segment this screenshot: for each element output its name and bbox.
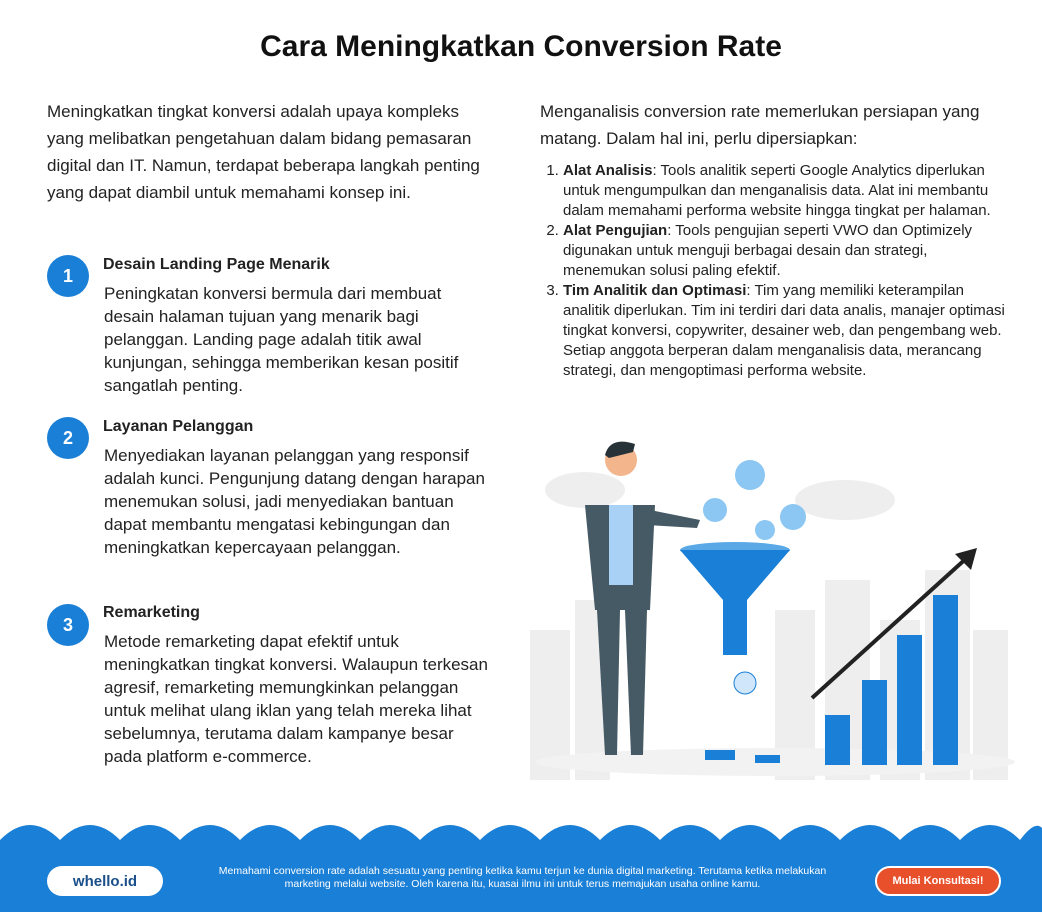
step-heading: Remarketing (103, 604, 200, 621)
requirement: Alat Pengujian: Tools pengujian seperti … (563, 221, 1013, 281)
person (585, 441, 700, 755)
cta-button[interactable]: Mulai Konsultasi! (875, 866, 1001, 896)
req-label: Alat Analisis (563, 162, 653, 179)
illustration (530, 441, 1015, 780)
step-body: Menyediakan layanan pelanggan yang respo… (104, 446, 485, 557)
footer-wave (0, 825, 1042, 912)
requirements: Alat Analisis: Tools analitik seperti Go… (540, 161, 1013, 381)
intro: Meningkatkan tingkat konversi adalah upa… (47, 102, 480, 202)
requirement: Alat Analisis: Tools analitik seperti Go… (563, 161, 1013, 221)
logo[interactable]: whello.id (47, 866, 163, 896)
title: Cara Meningkatkan Conversion Rate (260, 30, 782, 63)
step-number: 2 (47, 417, 89, 459)
req-text: : Tools analitik seperti Google Analytic… (563, 162, 991, 219)
step-number: 1 (47, 255, 89, 297)
coin-stacks (705, 595, 958, 765)
footer-text: Memahami conversion rate adalah sesuatu … (218, 865, 827, 890)
req-label: Tim Analitik dan Optimasi (563, 282, 747, 299)
req-text: : Tim yang memiliki keterampilan analiti… (563, 282, 1005, 379)
step-body: Metode remarketing dapat efektif untuk m… (104, 632, 488, 766)
step-body: Peningkatan konversi bermula dari membua… (104, 284, 459, 395)
funnel (680, 460, 806, 695)
req-label: Alat Pengujian (563, 222, 668, 239)
step-heading: Layanan Pelanggan (103, 418, 254, 435)
step-number: 3 (47, 604, 89, 646)
step-heading: Desain Landing Page Menarik (103, 256, 330, 273)
requirement: Tim Analitik dan Optimasi: Tim yang memi… (563, 281, 1013, 381)
right-intro: Menganalisis conversion rate memerlukan … (540, 102, 980, 148)
req-text: : Tools pengujian seperti VWO dan Optimi… (563, 222, 973, 279)
